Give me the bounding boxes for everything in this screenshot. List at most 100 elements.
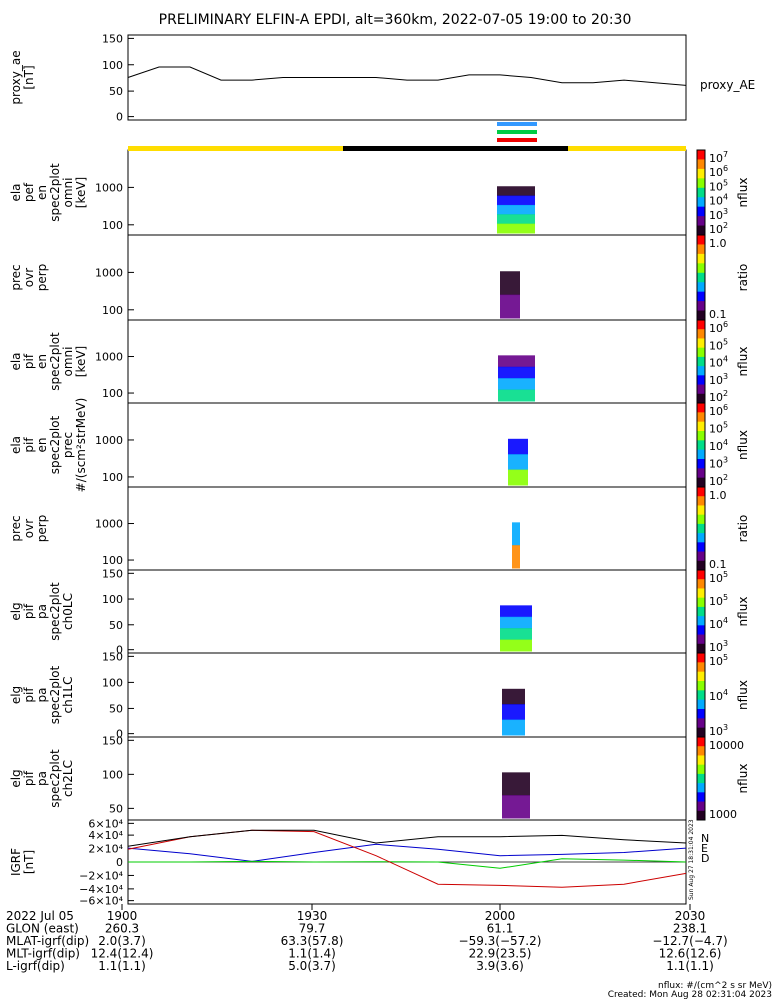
colorbar-segment (697, 514, 705, 525)
y-tick-label: 1000 (95, 181, 123, 194)
footer-value: 260.3 (105, 922, 139, 936)
footer-row-label: MLAT-igrf(dip) (6, 934, 89, 948)
footer-value: 63.3(57.8) (281, 934, 344, 948)
colorbar-segment (697, 244, 705, 255)
panel-ylabel-line: ovr (22, 268, 36, 287)
panel-frame (127, 486, 687, 571)
spectrogram-cell (502, 772, 530, 796)
colorbar-segment (697, 329, 705, 339)
spectrogram-cell (497, 223, 535, 234)
colorbar-tick-label: 103 (709, 456, 728, 471)
colorbar-label: nflux (736, 764, 750, 794)
panel-frame (127, 319, 687, 404)
spectrogram-data (497, 186, 535, 234)
spectrogram-cell (512, 545, 520, 569)
panel-ylabel-line: elg (9, 686, 23, 704)
colorbar-label: ratio (736, 264, 750, 292)
colorbar-segment (697, 206, 705, 217)
colorbar-segment (697, 216, 705, 227)
panel-ylabel-line: pef (22, 182, 36, 202)
panel-ylabel-line: pa (35, 688, 49, 703)
colorbar-tick-label: 103 (709, 723, 728, 738)
footer-value: 1930 (297, 909, 328, 923)
spectrogram-cell (497, 195, 535, 206)
colorbar-segment (697, 801, 705, 812)
colorbar-tick-label: 104 (709, 616, 728, 631)
y-tick-label: 100 (102, 768, 123, 781)
colorbar-tick-label: 105 (709, 178, 728, 193)
y-tick-label: 150 (102, 650, 123, 663)
footer-row-label: 2022 Jul 05 (6, 909, 74, 923)
footer-value: 1.1(1.1) (98, 959, 146, 973)
footer-value: −12.7(−4.7) (652, 934, 727, 948)
colorbar-segment (697, 588, 705, 599)
colorbar-label: nflux (736, 680, 750, 710)
igrf-series-D (127, 829, 687, 888)
colorbar-segment (697, 755, 705, 766)
panel-frame (127, 234, 687, 321)
colorbar-segment (697, 643, 705, 654)
panel-ylabel-line: spec2plot (48, 332, 62, 391)
colorbar-segment (697, 282, 705, 293)
spectrogram-data (512, 522, 520, 569)
y-tick-label: 100 (102, 59, 123, 72)
spectrogram-data (502, 688, 525, 736)
panel-ylabel-line: ela (9, 183, 23, 201)
igrf-series-N (127, 843, 687, 862)
footer-value: 2000 (485, 909, 516, 923)
colorbar-segment (697, 301, 705, 312)
colorbar-segment (697, 310, 705, 321)
colorbar-segment (697, 235, 705, 245)
colorbar-tick-label: 104 (709, 355, 728, 370)
panel-ylabel-line: pa (35, 604, 49, 619)
y-tick-label: 1000 (95, 518, 123, 531)
colorbar-tick-label: 105 (709, 653, 728, 668)
y-tick-label: −6×10⁴ (79, 895, 123, 908)
panel-ylabel-line: [nT] (22, 65, 36, 89)
spectrogram-cell (498, 378, 535, 391)
colorbar-tick-label: 103 (709, 207, 728, 222)
zone-marker (497, 138, 537, 142)
colorbar: 1.0 0.1 ratio (696, 486, 750, 571)
colorbar-tick-label: 106 (709, 320, 728, 335)
panel-ylabel-line: pif (22, 770, 36, 786)
colorbar-segment (697, 384, 705, 395)
y-tick-label: 6×10⁴ (88, 817, 123, 830)
colorbar-segment (697, 487, 705, 497)
footer-value: 238.1 (673, 922, 707, 936)
y-tick-label: 50 (109, 85, 123, 98)
y-tick-label: 100 (102, 554, 123, 567)
colorbar-segment (697, 159, 705, 170)
igrf-series-E (128, 858, 687, 869)
colorbar-label: nflux (736, 597, 750, 627)
colorbar-segment (697, 197, 705, 208)
colorbar-tick-label: 105 (709, 421, 728, 436)
colorbar-segment (697, 709, 705, 719)
colorbar-tick-label: 102 (709, 221, 728, 236)
panel-5: prec ovr perp 1000 100 1.0 0.1 ratio (9, 486, 750, 571)
colorbar-segment (697, 653, 705, 663)
footer-row-label: GLON (east) (6, 922, 79, 936)
colorbar-tick-label: 107 (709, 150, 728, 165)
footer-value: 79.7 (299, 922, 326, 936)
colorbar-segment (697, 551, 705, 562)
colorbar-segment (697, 440, 705, 451)
footer-value: 12.4(12.4) (91, 947, 154, 961)
spectrogram-cell (500, 271, 520, 296)
panel-frame (127, 149, 687, 236)
colorbar-segment (697, 375, 705, 386)
colorbar-tick-label: 102 (709, 389, 728, 404)
colorbar-tick-label: 1.0 (709, 237, 727, 250)
colorbar-segment (697, 225, 705, 236)
footer-value: 2.0(3.7) (98, 934, 146, 948)
panel-frame (127, 402, 687, 488)
spectrogram-data (500, 605, 532, 652)
colorbar-segment (697, 606, 705, 617)
colorbar-segment (697, 338, 705, 349)
panel-ylabel-line: pif (22, 353, 36, 369)
panel-ylabel-line: pif (22, 687, 36, 703)
y-tick-label: 50 (109, 802, 123, 815)
panel-ylabel-line: elg (9, 769, 23, 787)
y-tick-label: 0 (116, 856, 123, 869)
colorbar-tick-label: 105 (709, 337, 728, 352)
